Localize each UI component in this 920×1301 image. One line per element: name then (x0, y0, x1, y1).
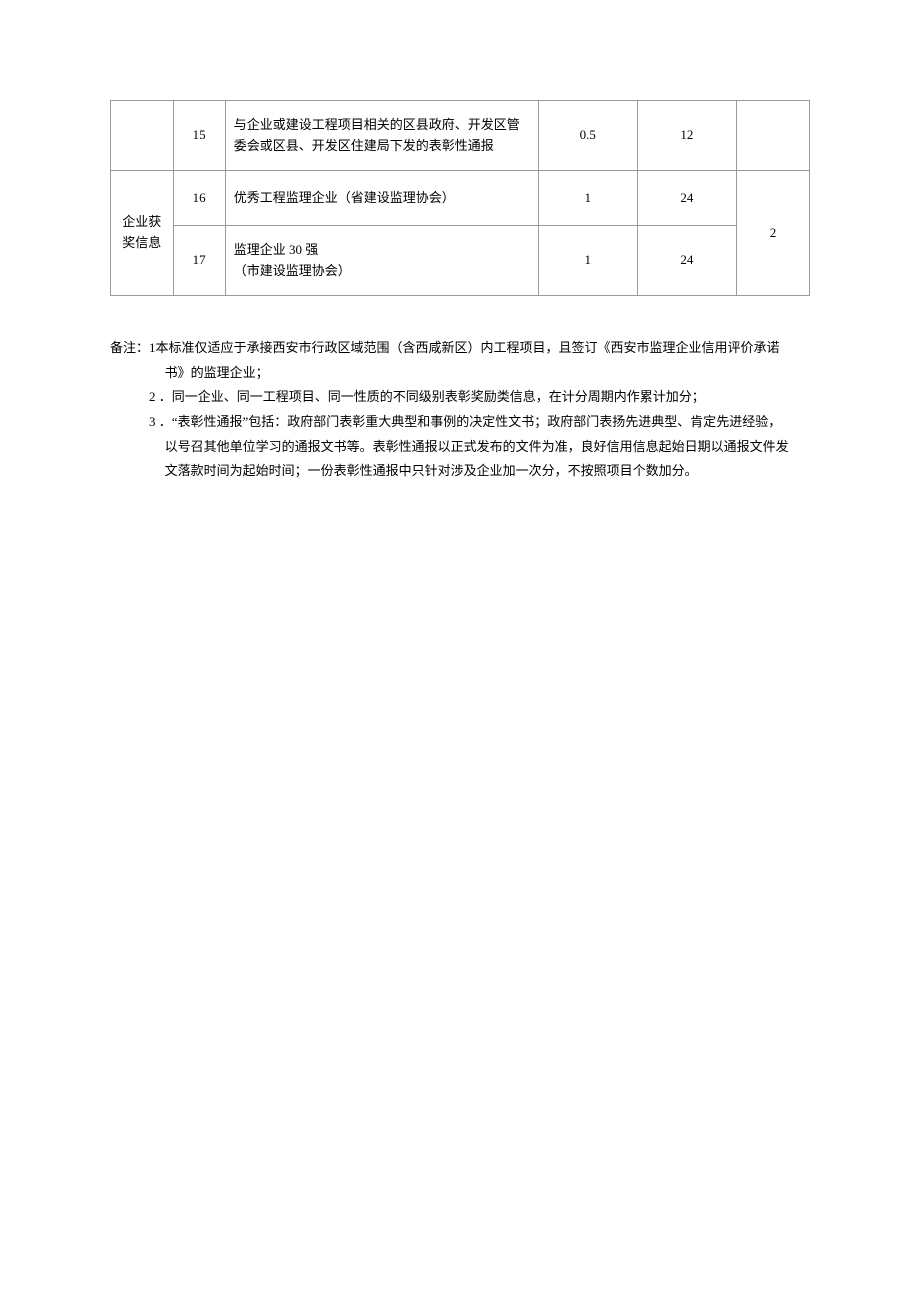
cell-desc: 监理企业 30 强（市建设监理协会） (225, 226, 538, 296)
note-num: 3 (149, 414, 156, 429)
cell-val3-empty (736, 101, 809, 171)
cell-category-empty (111, 101, 174, 171)
table-row: 15 与企业或建设工程项目相关的区县政府、开发区管委会或区县、开发区住建局下发的… (111, 101, 810, 171)
cell-desc: 与企业或建设工程项目相关的区县政府、开发区管委会或区县、开发区住建局下发的表彰性… (225, 101, 538, 171)
cell-num: 15 (173, 101, 225, 171)
cell-num: 16 (173, 171, 225, 226)
cell-desc: 优秀工程监理企业（省建设监理协会） (225, 171, 538, 226)
note-text-cont: 以号召其他单位学习的通报文书等。表彰性通报以正式发布的文件为准，良好信用信息起始… (110, 435, 810, 460)
note-num: 2 (149, 389, 156, 404)
notes-section: 备注：1 本标准仅适应于承接西安市行政区域范围（含西咸新区）内工程项目，且签订《… (110, 336, 810, 484)
note-item-3: 3 ．“表彰性通报”包括：政府部门表彰重大典型和事例的决定性文书；政府部门表扬先… (110, 410, 810, 435)
cell-val1: 1 (538, 226, 637, 296)
note-text-cont: 书》的监理企业； (110, 361, 810, 386)
note-item-2: 2 ．同一企业、同一工程项目、同一性质的不同级别表彰奖励类信息，在计分周期内作累… (110, 385, 810, 410)
table-row: 17 监理企业 30 强（市建设监理协会） 1 24 (111, 226, 810, 296)
table-row: 企业获奖信息 16 优秀工程监理企业（省建设监理协会） 1 24 2 (111, 171, 810, 226)
note-prefix: 备注：1 (110, 336, 156, 361)
cell-val1: 1 (538, 171, 637, 226)
cell-val3: 2 (736, 171, 809, 296)
cell-val1: 0.5 (538, 101, 637, 171)
desc-line1: 监理企业 30 强（市建设监理协会） (234, 242, 351, 278)
cell-val2: 24 (637, 226, 736, 296)
cell-category: 企业获奖信息 (111, 171, 174, 296)
cell-val2: 24 (637, 171, 736, 226)
note-text: ．同一企业、同一工程项目、同一性质的不同级别表彰奖励类信息，在计分周期内作累计加… (159, 389, 705, 404)
cell-val2: 12 (637, 101, 736, 171)
note-text: 本标准仅适应于承接西安市行政区域范围（含西咸新区）内工程项目，且签订《西安市监理… (156, 336, 810, 361)
note-text: ．“表彰性通报”包括：政府部门表彰重大典型和事例的决定性文书；政府部门表扬先进典… (159, 414, 782, 429)
note-text-cont: 文落款时间为起始时间；一份表彰性通报中只针对涉及企业加一次分，不按照项目个数加分… (110, 459, 810, 484)
cell-num: 17 (173, 226, 225, 296)
note-item-1: 备注：1 本标准仅适应于承接西安市行政区域范围（含西咸新区）内工程项目，且签订《… (110, 336, 810, 361)
standards-table: 15 与企业或建设工程项目相关的区县政府、开发区管委会或区县、开发区住建局下发的… (110, 100, 810, 296)
